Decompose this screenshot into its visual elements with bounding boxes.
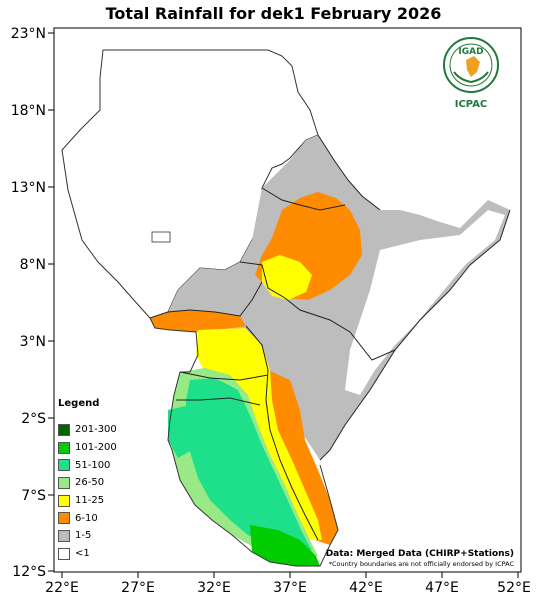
mozambique-border-bright-green bbox=[250, 525, 320, 566]
legend-label: 201-300 bbox=[75, 424, 117, 436]
lon-label: 37°E bbox=[273, 580, 307, 596]
boundary-disclaimer: *Country boundaries are not officially e… bbox=[328, 560, 514, 568]
lat-label: 12°S bbox=[12, 564, 46, 580]
southern-sudan-orange-strip bbox=[150, 310, 246, 332]
uganda-yellow-belt bbox=[196, 328, 322, 540]
tanzania-mid-green bbox=[186, 378, 312, 552]
data-source: Data: Merged Data (CHIRP+Stations) bbox=[325, 549, 514, 559]
ethiopia-yellow-patch bbox=[262, 255, 312, 300]
icpac-logo: IGAD ICPAC bbox=[438, 36, 504, 110]
lon-label: 32°E bbox=[197, 580, 231, 596]
logo-name: IGAD bbox=[458, 47, 483, 57]
legend-swatch bbox=[58, 476, 70, 489]
country-borders bbox=[167, 134, 511, 541]
lat-tick-marks bbox=[48, 32, 54, 572]
legend-label: 11-25 bbox=[75, 495, 105, 507]
lat-label: 13°N bbox=[11, 180, 46, 196]
legend-label: 101-200 bbox=[75, 442, 117, 454]
legend-item: 26-50 bbox=[58, 474, 138, 492]
lat-label: 18°N bbox=[11, 103, 46, 119]
lon-label: 52°E bbox=[497, 580, 531, 596]
legend-label: 6-10 bbox=[75, 512, 98, 524]
lat-label: 3°N bbox=[20, 334, 46, 350]
legend-swatch bbox=[58, 547, 70, 560]
legend-label: 26-50 bbox=[75, 477, 105, 489]
map-title: Total Rainfall for dek1 February 2026 bbox=[105, 4, 442, 23]
legend-item: 101-200 bbox=[58, 439, 138, 457]
congo-border-green-lake bbox=[168, 405, 198, 458]
lat-label: 23°N bbox=[11, 26, 46, 42]
legend-swatch bbox=[58, 494, 70, 507]
legend-title: Legend bbox=[58, 398, 100, 409]
horn-region-light-rain bbox=[168, 135, 510, 460]
logo-org-label: ICPAC bbox=[454, 99, 488, 110]
lat-label: 2°S bbox=[21, 411, 46, 427]
legend-item: <1 bbox=[58, 545, 138, 563]
legend-swatch bbox=[58, 459, 70, 472]
legend-swatch bbox=[58, 441, 70, 454]
igad-emblem-icon: IGAD bbox=[443, 37, 499, 93]
lake-marker bbox=[151, 231, 171, 243]
legend-label: 51-100 bbox=[75, 459, 111, 471]
legend-item: 51-100 bbox=[58, 456, 138, 474]
lon-label: 47°E bbox=[425, 580, 459, 596]
legend-label: 1-5 bbox=[75, 530, 92, 542]
region-outline bbox=[149, 311, 339, 567]
lon-label: 27°E bbox=[121, 580, 155, 596]
lon-tick-marks bbox=[61, 572, 519, 578]
legend-swatch bbox=[58, 512, 70, 525]
lat-label: 7°S bbox=[21, 488, 46, 504]
legend: Legend 201-300 101-200 51-100 26-50 11-2… bbox=[58, 398, 138, 563]
lon-label: 42°E bbox=[349, 580, 383, 596]
legend-item: 6-10 bbox=[58, 509, 138, 527]
legend-item: 201-300 bbox=[58, 421, 138, 439]
lat-label: 8°N bbox=[20, 257, 46, 273]
legend-label: <1 bbox=[75, 548, 90, 560]
legend-swatch bbox=[58, 529, 70, 542]
legend-item: 1-5 bbox=[58, 527, 138, 545]
legend-swatch bbox=[58, 423, 70, 436]
kenya-orange-strip bbox=[266, 370, 338, 545]
lon-label: 22°E bbox=[45, 580, 79, 596]
legend-item: 11-25 bbox=[58, 492, 138, 510]
east-dry-area bbox=[345, 210, 505, 395]
